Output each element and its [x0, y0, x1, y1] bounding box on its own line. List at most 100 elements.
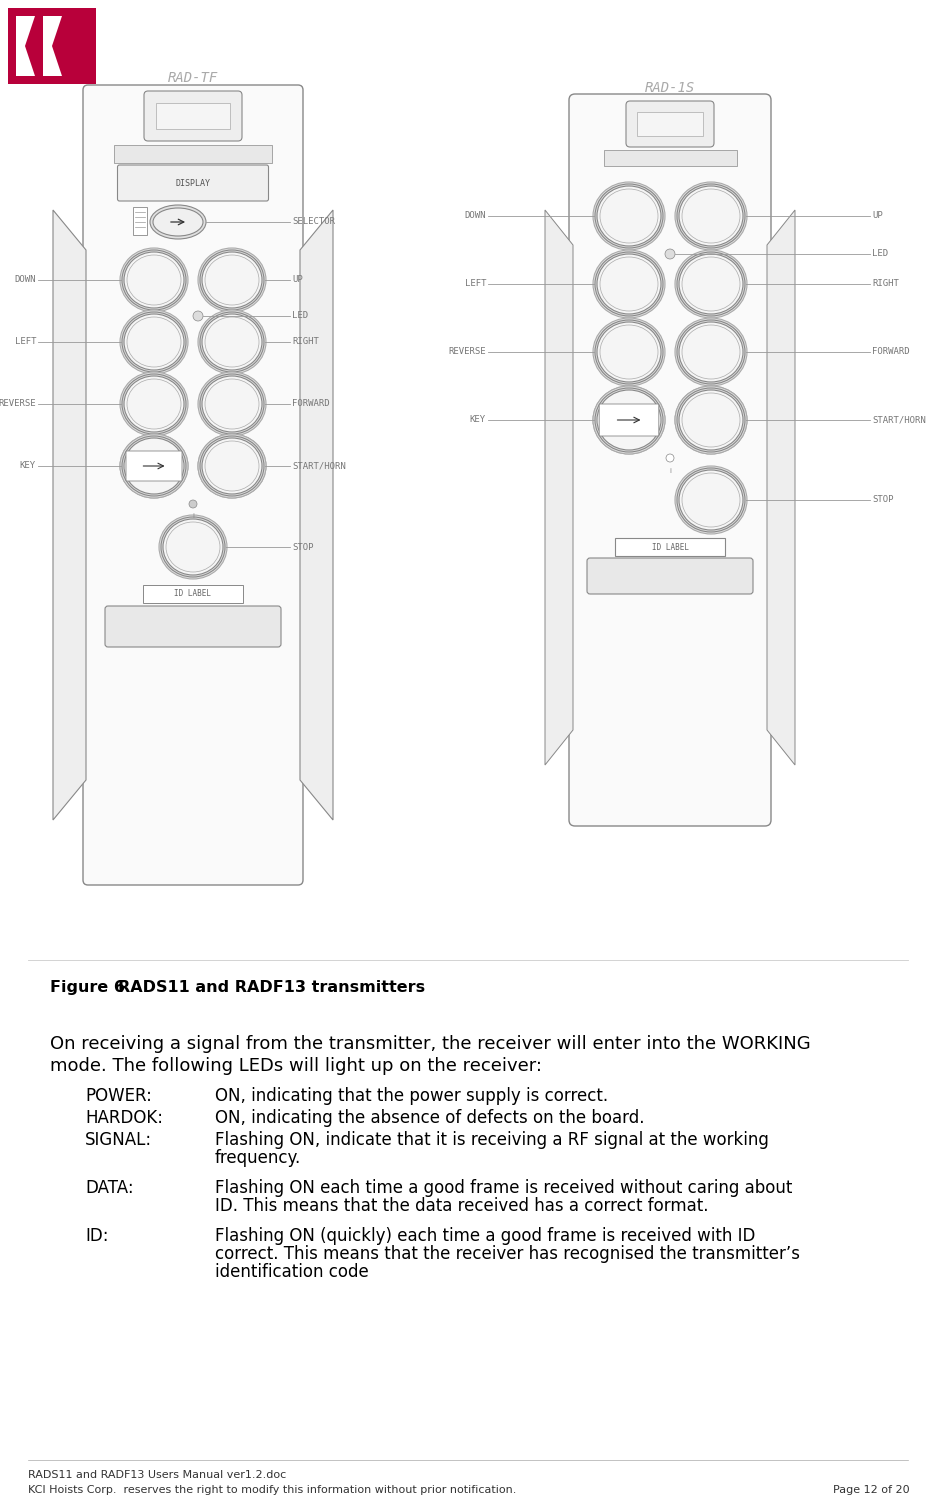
Ellipse shape [198, 434, 266, 499]
Ellipse shape [600, 257, 658, 311]
FancyBboxPatch shape [626, 101, 714, 147]
Ellipse shape [200, 312, 264, 372]
Text: RADS11 and RADF13 transmitters: RADS11 and RADF13 transmitters [118, 979, 425, 994]
Bar [637, 113, 703, 137]
FancyBboxPatch shape [569, 95, 771, 826]
Ellipse shape [595, 252, 663, 315]
Circle shape [189, 500, 197, 508]
Circle shape [665, 249, 675, 258]
Text: LEFT: LEFT [14, 338, 36, 347]
Text: frequency.: frequency. [215, 1149, 301, 1167]
Ellipse shape [127, 379, 181, 430]
Text: FORWARD: FORWARD [872, 347, 910, 356]
Ellipse shape [120, 372, 188, 436]
Text: i: i [669, 469, 671, 475]
Ellipse shape [200, 436, 264, 496]
Text: HARDOK:: HARDOK: [85, 1108, 163, 1126]
Ellipse shape [593, 386, 665, 454]
Text: RADS11 and RADF13 Users Manual ver1.2.doc: RADS11 and RADF13 Users Manual ver1.2.do… [28, 1470, 286, 1479]
Ellipse shape [595, 388, 663, 452]
Ellipse shape [675, 182, 747, 249]
Ellipse shape [120, 248, 188, 312]
Text: ID LABEL: ID LABEL [174, 589, 212, 598]
Bar [8, 8, 96, 84]
Ellipse shape [679, 321, 743, 382]
Bar [16, 17, 25, 77]
Ellipse shape [122, 436, 186, 496]
Ellipse shape [198, 309, 266, 374]
Ellipse shape [682, 189, 740, 243]
Ellipse shape [122, 436, 186, 496]
Polygon shape [767, 210, 795, 765]
Text: REVERSE: REVERSE [0, 400, 36, 409]
Text: RAD-TF: RAD-TF [168, 71, 218, 86]
Polygon shape [25, 47, 35, 77]
Ellipse shape [677, 469, 745, 532]
Text: KCI Hoists Corp.  reserves the right to modify this information without prior no: KCI Hoists Corp. reserves the right to m… [28, 1485, 517, 1494]
Ellipse shape [200, 374, 264, 434]
Ellipse shape [202, 439, 262, 494]
Ellipse shape [166, 523, 220, 572]
Text: ID:: ID: [85, 1227, 109, 1245]
Ellipse shape [127, 317, 181, 366]
Ellipse shape [682, 473, 740, 527]
Ellipse shape [597, 186, 661, 246]
Bar [114, 146, 271, 164]
FancyBboxPatch shape [83, 86, 303, 885]
Text: mode. The following LEDs will light up on the receiver:: mode. The following LEDs will light up o… [50, 1057, 542, 1075]
Text: START/HORN: START/HORN [292, 461, 345, 470]
Ellipse shape [675, 249, 747, 318]
Ellipse shape [153, 207, 203, 236]
Text: UP: UP [872, 212, 883, 221]
Ellipse shape [202, 376, 262, 433]
Text: ON, indicating that the power supply is correct.: ON, indicating that the power supply is … [215, 1087, 608, 1105]
Ellipse shape [205, 255, 259, 305]
Bar [604, 150, 737, 167]
Ellipse shape [682, 394, 740, 448]
Ellipse shape [200, 436, 264, 496]
Ellipse shape [675, 466, 747, 535]
Ellipse shape [122, 312, 186, 372]
Ellipse shape [597, 391, 661, 451]
Bar [156, 104, 230, 129]
FancyBboxPatch shape [144, 92, 242, 141]
Text: Flashing ON, indicate that it is receiving a RF signal at the working: Flashing ON, indicate that it is receivi… [215, 1131, 768, 1149]
Ellipse shape [677, 185, 745, 248]
Bar [615, 538, 725, 556]
Ellipse shape [677, 388, 745, 452]
Circle shape [666, 454, 674, 463]
Text: DISPLAY: DISPLAY [176, 179, 211, 188]
Text: identification code: identification code [215, 1263, 369, 1281]
Ellipse shape [597, 391, 661, 451]
Text: RIGHT: RIGHT [292, 338, 319, 347]
Ellipse shape [677, 320, 745, 385]
Ellipse shape [675, 386, 747, 454]
Ellipse shape [597, 321, 661, 382]
Ellipse shape [677, 252, 745, 315]
FancyBboxPatch shape [105, 605, 281, 647]
Ellipse shape [595, 388, 663, 452]
FancyBboxPatch shape [587, 559, 753, 593]
Circle shape [193, 311, 203, 321]
Ellipse shape [161, 517, 225, 577]
Bar [143, 584, 243, 602]
Polygon shape [52, 47, 62, 77]
Ellipse shape [124, 314, 184, 369]
Ellipse shape [205, 317, 259, 366]
FancyBboxPatch shape [118, 165, 269, 201]
Ellipse shape [600, 324, 658, 379]
Text: STOP: STOP [872, 496, 894, 505]
Text: FORWARD: FORWARD [292, 400, 329, 409]
Ellipse shape [675, 318, 747, 386]
Ellipse shape [124, 439, 184, 494]
Polygon shape [545, 210, 573, 765]
Text: DOWN: DOWN [14, 275, 36, 284]
Ellipse shape [593, 386, 665, 454]
Text: ID. This means that the data received has a correct format.: ID. This means that the data received ha… [215, 1197, 709, 1215]
Ellipse shape [682, 257, 740, 311]
Ellipse shape [124, 252, 184, 308]
Text: KEY: KEY [20, 461, 36, 470]
Text: UP: UP [292, 275, 302, 284]
Ellipse shape [205, 379, 259, 430]
Ellipse shape [677, 388, 745, 452]
